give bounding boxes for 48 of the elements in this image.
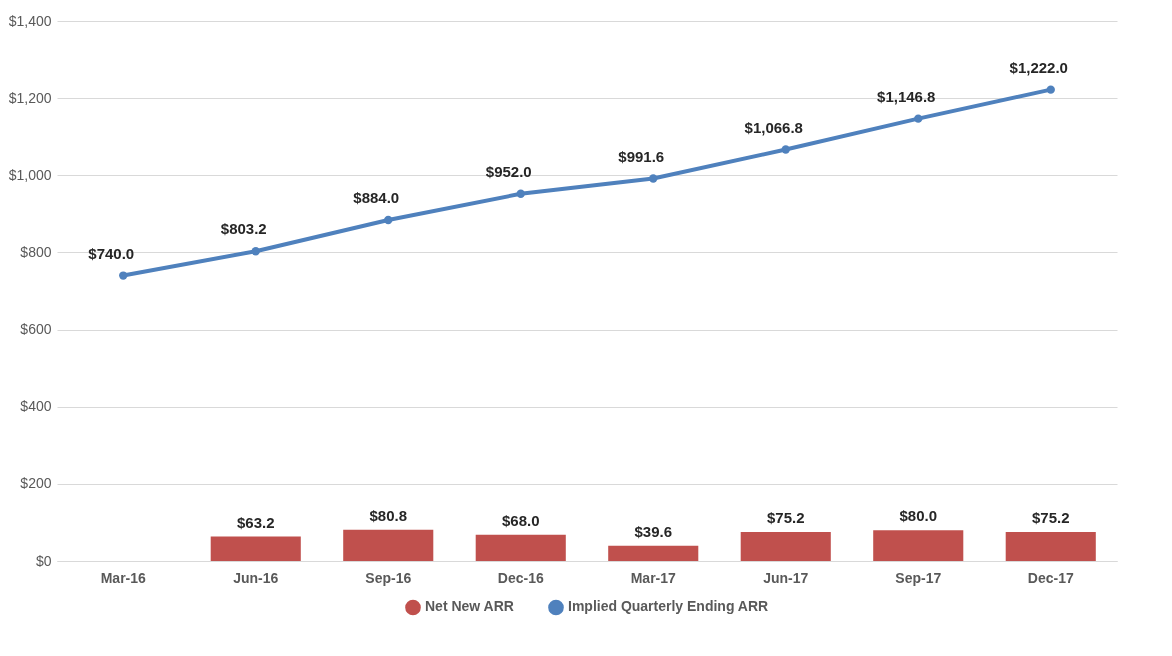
data-label: $952.0 [485,162,532,180]
legend-label: Implied Quarterly Ending ARR [568,598,769,615]
data-label: $991.6 [618,147,665,165]
point [914,114,923,123]
y-tick-label: $200 [20,475,52,492]
bar [343,529,434,561]
data-label: $1,066.8 [744,118,803,136]
data-label: $1,146.8 [877,87,936,105]
point [384,215,393,225]
point [251,247,260,256]
bar [873,530,964,561]
x-tick-label: Sep-16 [365,569,412,586]
point [516,189,525,198]
data-label: $80.8 [369,506,408,524]
data-label: $80.0 [899,507,938,525]
x-tick-label: Jun-17 [763,569,809,586]
x-tick-label: Jun-16 [233,569,279,586]
bar [1005,531,1096,561]
bar [608,545,699,561]
y-tick-label: $0 [35,552,52,569]
y-tick-label: $1,200 [8,89,52,106]
x-tick-label: Sep-17 [895,569,942,586]
y-tick-label: $1,000 [8,166,52,183]
point [649,174,658,183]
point [119,271,128,280]
y-tick-label: $800 [20,243,52,260]
point [1046,85,1055,94]
data-label: $884.0 [353,189,400,207]
legend-label: Net New ARR [425,598,514,615]
data-label: $1,222.0 [1009,58,1068,76]
x-tick-label: Mar-17 [630,569,677,586]
data-label: $803.2 [220,220,267,238]
data-label: $75.2 [1031,508,1070,526]
data-label: $740.0 [88,244,135,262]
point [781,145,790,154]
bar [475,534,566,561]
bar [740,531,831,561]
bar [210,536,301,561]
y-tick-label: $1,400 [8,12,52,29]
data-label: $75.2 [766,508,805,526]
data-label: $63.2 [236,513,275,531]
x-tick-label: Dec-16 [497,569,544,586]
y-tick-label: $400 [20,398,52,415]
data-label: $68.0 [501,511,540,529]
data-label: $39.6 [634,522,673,540]
y-tick-label: $600 [20,321,52,338]
x-tick-label: Dec-17 [1027,569,1074,586]
x-tick-label: Mar-16 [100,569,147,586]
